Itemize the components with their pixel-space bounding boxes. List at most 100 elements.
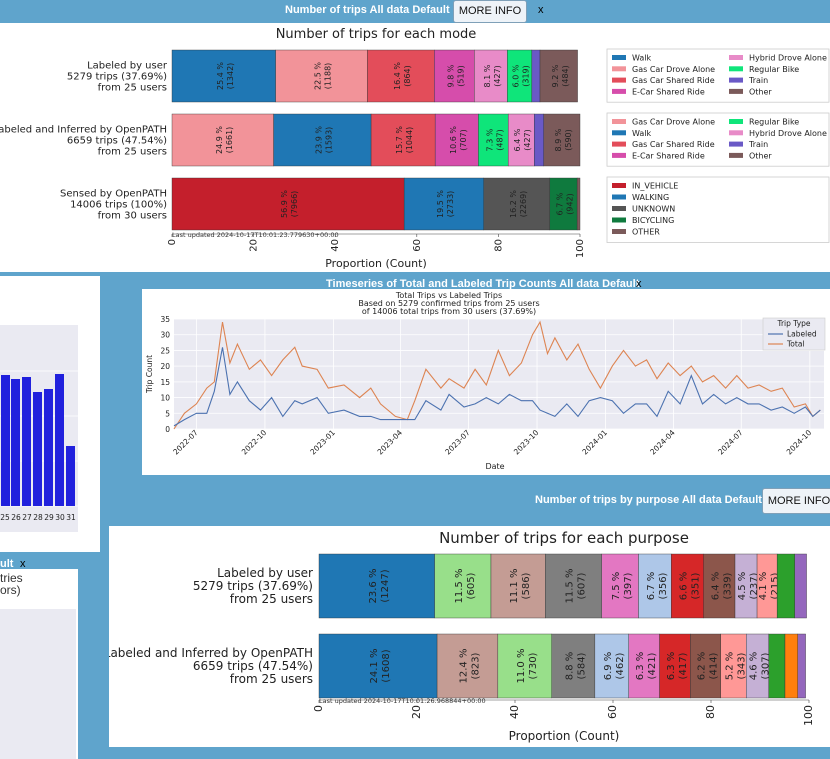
modes-chart-panel: Number of trips for each mode Labeled by … xyxy=(0,23,830,272)
modes-legend-swatch xyxy=(612,229,626,234)
purpose-segment-count: (823) xyxy=(470,652,481,679)
modes-legend-label: E-Car Shared Ride xyxy=(632,151,705,160)
modes-x-tick-label-group: 0 xyxy=(167,239,178,245)
purpose-segment-pct: 8.8 % xyxy=(564,652,575,681)
ts-y-tick-label: 25 xyxy=(160,346,170,355)
modes-last-updated: Last updated 2024-10-17T10:01:23.779630+… xyxy=(172,231,339,239)
modes-segment-label-group: 7.3 % (487) xyxy=(485,128,504,151)
ts-x-tick-label-group: 2024-01 xyxy=(580,428,609,457)
modes-more-info-button[interactable]: MORE INFO xyxy=(453,0,527,23)
purpose-segment-pct: 4.5 % xyxy=(737,572,748,601)
ts-x-tick-label: 2024-04 xyxy=(648,428,677,457)
modes-segment-count: (1661) xyxy=(225,127,234,154)
purpose-segment xyxy=(545,553,602,619)
left-bar-x-tick-label: 27 xyxy=(22,513,32,522)
left-bar xyxy=(33,392,42,506)
modes-legend-label: IN_VEHICLE xyxy=(632,182,678,191)
modes-close-icon[interactable]: x xyxy=(538,4,544,16)
modes-segment xyxy=(367,49,435,103)
purpose-card-title: Number of trips by purpose All data Defa… xyxy=(535,494,762,506)
modes-segment xyxy=(549,177,578,231)
purpose-segment-label-group: 6.6 % (351) xyxy=(678,572,701,601)
ts-title-line: Based on 5279 confirmed trips from 25 us… xyxy=(358,299,539,308)
purpose-chart-panel: Number of trips for each purpose Labeled … xyxy=(104,526,830,747)
purpose-segment xyxy=(594,633,629,699)
modes-legend-label: Train xyxy=(748,140,768,149)
ts-x-tick-label: 2024-07 xyxy=(716,428,745,457)
modes-segment-label-group: 56.9 % (7966) xyxy=(280,190,299,218)
modes-legend-swatch xyxy=(729,66,743,72)
modes-segment-label-group: 6.0 % (319) xyxy=(512,64,531,87)
ts-x-tick-label: 2024-10 xyxy=(785,428,814,457)
modes-legend-label: Hybrid Drove Alone xyxy=(749,54,827,63)
purpose-segment-pct: 11.1 % xyxy=(509,569,520,604)
modes-segment-count: (1593) xyxy=(324,127,333,154)
left-bottom-close-icon[interactable]: x xyxy=(20,558,26,570)
modes-legend xyxy=(606,112,830,167)
modes-legend-label: BICYCLING xyxy=(632,216,674,225)
purpose-segment-count: (339) xyxy=(722,572,733,599)
modes-segment-pct: 9.2 % xyxy=(551,64,560,87)
ts-x-tick-label-group: 2023-04 xyxy=(375,428,404,457)
modes-legend-swatch xyxy=(612,88,626,94)
purpose-x-tick-label: 20 xyxy=(410,705,423,719)
purpose-segment xyxy=(703,553,736,619)
ts-title-line: of 14006 total trips from 30 users (37.6… xyxy=(362,307,536,316)
modes-segment-pct: 25.4 % xyxy=(216,62,225,90)
timeseries-close-icon[interactable]: x xyxy=(636,278,642,290)
purpose-x-tick-label-group: 0 xyxy=(312,705,325,712)
modes-x-tick-label: 20 xyxy=(249,239,260,252)
ts-x-tick-label: 2022-10 xyxy=(240,428,269,457)
purpose-segment xyxy=(318,553,435,619)
modes-legend-swatch xyxy=(612,66,626,72)
modes-segment-count: (1342) xyxy=(226,63,235,90)
modes-segment-label-group: 19.5 % (2733) xyxy=(436,190,455,218)
left-bottom-text-2: ors) xyxy=(0,583,21,597)
purpose-segment-count: (307) xyxy=(761,652,772,679)
modes-legend-label: Gas Car Shared Ride xyxy=(632,76,715,85)
modes-x-tick-label-group: 100 xyxy=(575,239,586,258)
modes-legend-label: Gas Car Drove Alone xyxy=(632,65,715,74)
purpose-segment-count: (215) xyxy=(770,572,781,599)
modes-segment xyxy=(483,177,551,231)
modes-segment-count: (519) xyxy=(456,65,465,87)
modes-row-label: Labeled and Inferred by OpenPATH xyxy=(0,125,167,136)
purpose-segment-pct: 6.3 % xyxy=(635,652,646,681)
purpose-segment-label-group: 12.4 % (823) xyxy=(458,649,481,684)
modes-legend-swatch xyxy=(612,55,626,60)
purpose-segment-label-group: 5.2 % (343) xyxy=(725,652,748,681)
purpose-segment xyxy=(797,633,806,699)
modes-segment-pct: 24.9 % xyxy=(215,126,224,154)
purpose-segment xyxy=(628,633,660,699)
modes-segment-pct: 23.9 % xyxy=(314,126,323,154)
modes-segment-count: (2733) xyxy=(446,191,455,218)
modes-row-label: 14006 trips (100%) xyxy=(70,200,167,211)
modes-segment-pct: 6.0 % xyxy=(512,64,521,87)
purpose-row-label: from 25 users xyxy=(230,592,313,606)
purpose-segment xyxy=(720,633,747,699)
modes-legend-swatch xyxy=(729,55,743,60)
modes-legend-swatch xyxy=(612,119,626,124)
purpose-more-info-button[interactable]: MORE INFO xyxy=(762,488,830,514)
purpose-segment-pct: 6.7 % xyxy=(646,572,657,601)
modes-segment-count: (7966) xyxy=(290,191,299,218)
purpose-segment xyxy=(497,633,552,699)
left-bar-x-tick-label: 28 xyxy=(33,513,43,522)
modes-legend-swatch xyxy=(612,141,626,147)
left-bar xyxy=(11,379,20,506)
modes-x-tick-label-group: 20 xyxy=(249,239,260,252)
left-bottom-card: ult x tries ors) xyxy=(0,556,100,759)
purpose-segment-count: (607) xyxy=(577,572,588,599)
ts-x-tick-label: 2023-07 xyxy=(443,428,472,457)
modes-segment-count: (1044) xyxy=(405,127,414,154)
purpose-segment-pct: 6.6 % xyxy=(678,572,689,601)
purpose-x-tick-label: 40 xyxy=(508,705,521,719)
left-bar-x-tick-label: 26 xyxy=(11,513,21,522)
purpose-segment-count: (421) xyxy=(647,652,658,679)
modes-segment-pct: 6.7 % xyxy=(555,192,564,215)
modes-legend-swatch xyxy=(729,130,743,136)
purpose-segment-pct: 4.6 % xyxy=(749,652,760,681)
purpose-segment-label-group: 4.1 % (215) xyxy=(758,572,781,601)
purpose-segment xyxy=(490,553,546,619)
left-bar-x-tick-label: 31 xyxy=(66,513,76,522)
